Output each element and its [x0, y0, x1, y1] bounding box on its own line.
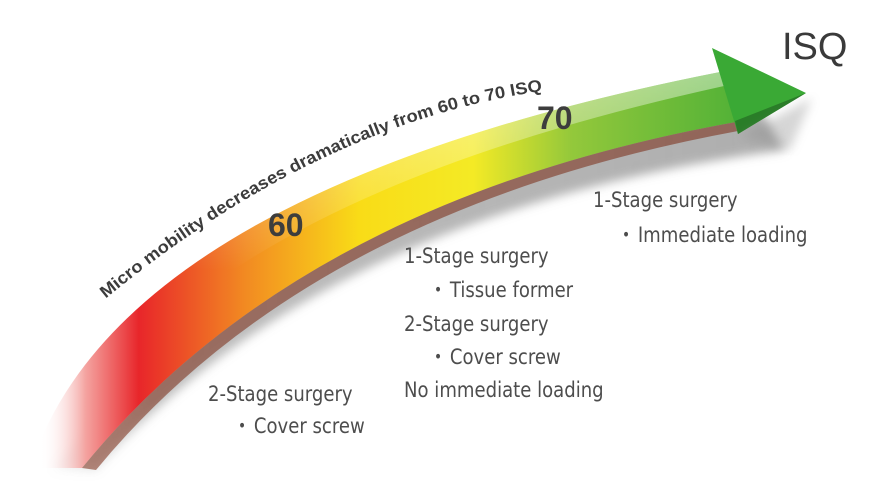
- arrow-head: [712, 48, 806, 134]
- arrow-head-shade: [735, 93, 806, 134]
- mid-line-5: No immediate loading: [404, 378, 604, 402]
- low-line-2: Cover screw: [238, 416, 365, 437]
- high-line-1: 1-Stage surgery: [593, 188, 738, 212]
- mid-line-1: 1-Stage surgery: [404, 244, 549, 268]
- arrow-band: [30, 72, 736, 468]
- high-line-2: Immediate loading: [622, 225, 808, 246]
- mid-line-4: Cover screw: [434, 347, 561, 368]
- arrow-head-shadow: [740, 98, 812, 150]
- mid-line-2: Tissue former: [434, 280, 573, 301]
- isq-title: ISQ: [782, 26, 848, 68]
- marker-70: 70: [537, 100, 573, 136]
- low-line-1: 2-Stage surgery: [208, 382, 353, 406]
- mid-line-3: 2-Stage surgery: [404, 312, 549, 336]
- marker-60: 60: [268, 207, 304, 243]
